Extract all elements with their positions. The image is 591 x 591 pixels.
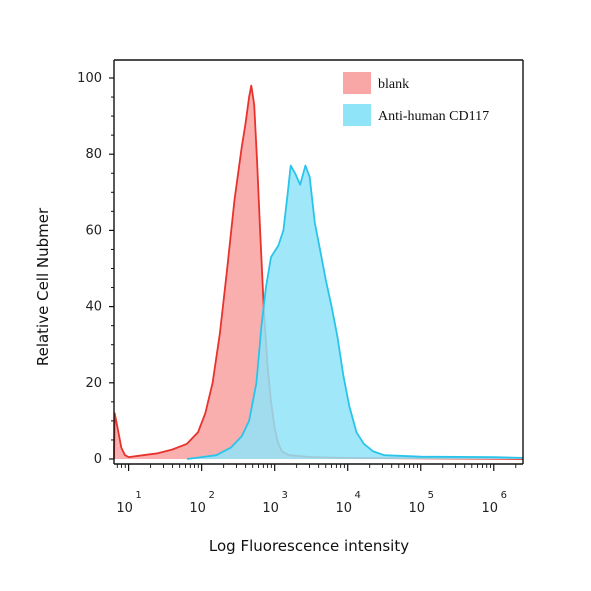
x-tick-label-base: 10 (335, 501, 352, 516)
x-axis-title: Log Fluorescence intensity (209, 537, 409, 555)
y-tick-label: 80 (85, 147, 102, 162)
legend: blank Anti-human CD117 (343, 72, 489, 126)
series-area-cd117 (187, 165, 523, 459)
y-axis-title: Relative Cell Nubmer (34, 207, 52, 366)
legend-label: blank (378, 77, 409, 92)
y-tick-label: 20 (85, 376, 102, 391)
y-tick-label: 60 (85, 223, 102, 238)
x-tick-label-exponent: 4 (355, 490, 361, 501)
y-tick-label: 0 (94, 452, 102, 467)
legend-swatch (343, 72, 371, 94)
x-tick-label-base: 10 (189, 501, 206, 516)
y-axis-ticks: 0 20 40 60 80 100 (77, 71, 114, 467)
x-tick-label-exponent: 5 (428, 490, 434, 501)
series-line-cd117 (186, 164, 524, 460)
y-tick-label: 100 (77, 71, 102, 86)
x-tick-label-exponent: 6 (501, 490, 507, 501)
plot-area (113, 84, 524, 460)
x-tick-label-exponent: 3 (281, 490, 287, 501)
legend-swatch (343, 104, 371, 126)
x-tick-label-base: 10 (408, 501, 425, 516)
y-tick-label: 40 (85, 300, 102, 315)
x-tick-label-base: 10 (262, 501, 279, 516)
series-area-blank (114, 85, 523, 459)
axes (113, 59, 524, 465)
x-tick-label-base: 10 (482, 501, 499, 516)
x-tick-label-exponent: 1 (135, 490, 141, 501)
legend-label: Anti-human CD117 (378, 109, 489, 124)
x-tick-label-exponent: 2 (208, 490, 214, 501)
x-tick-label-base: 10 (116, 501, 133, 516)
